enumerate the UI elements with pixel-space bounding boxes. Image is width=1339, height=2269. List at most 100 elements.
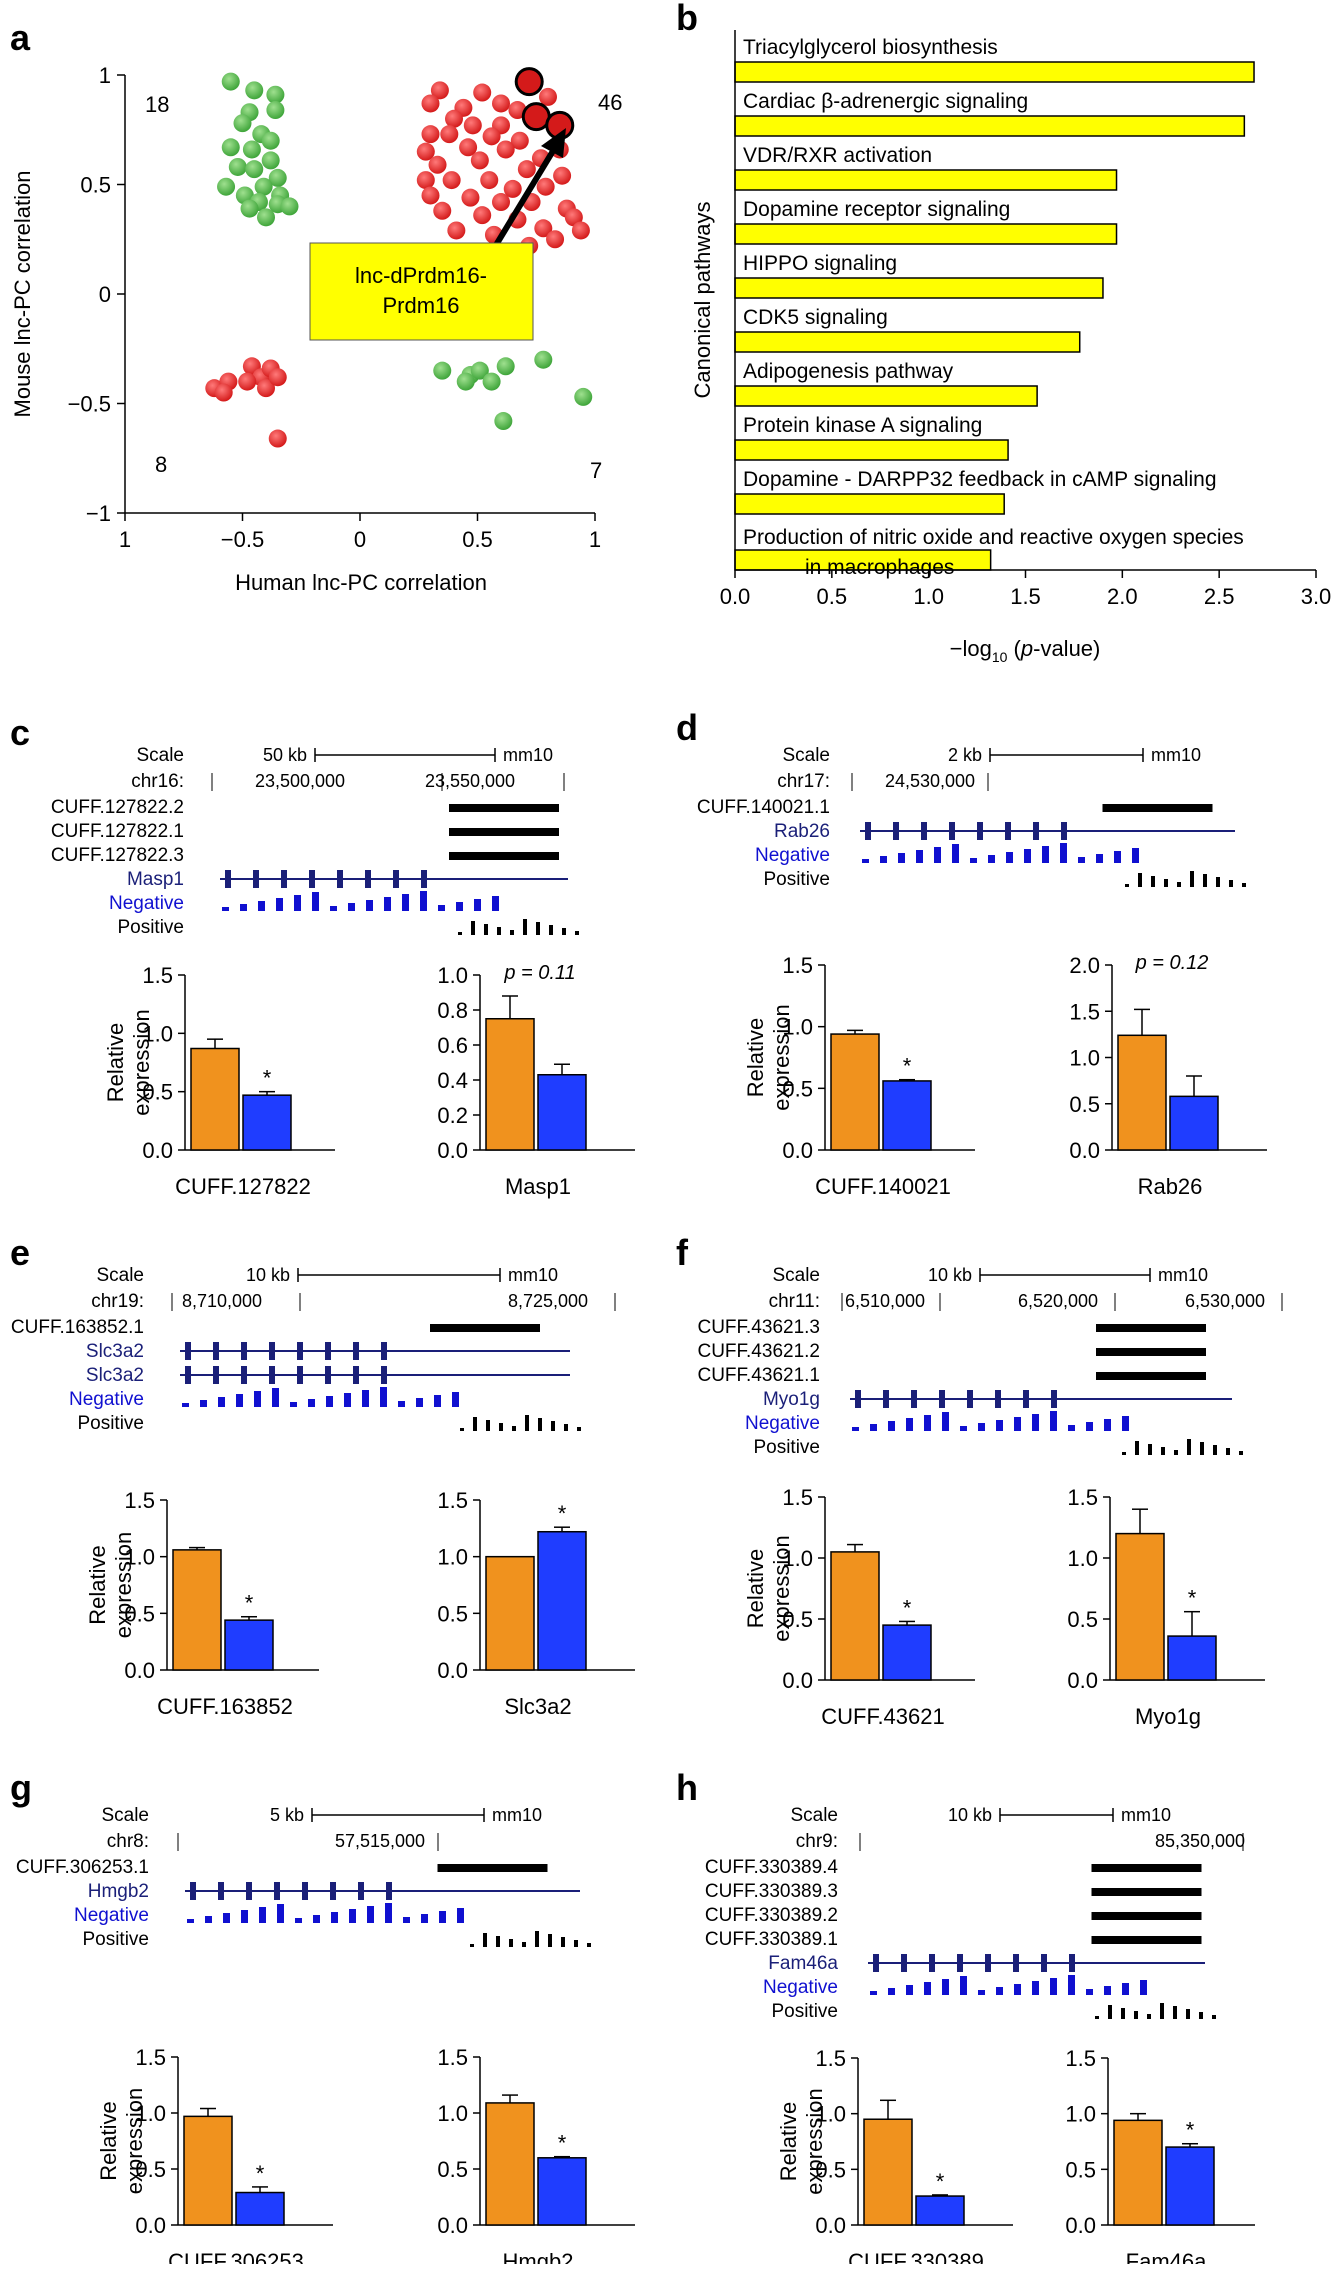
red-point <box>238 372 257 391</box>
bar-gene-label: CUFF.163852 <box>157 1694 293 1719</box>
panel-e-negative-signal <box>452 1392 459 1407</box>
panel-f-negative-signal <box>852 1427 859 1431</box>
panel-g-positive-signal <box>483 1933 487 1947</box>
bar-y-tick-label: 0.5 <box>1065 2157 1096 2182</box>
panel-c-chart-1: 0.0 0.5 1.0 1.5 * CUFF.127822 Relative expressi… <box>103 963 335 1199</box>
panel-d-positive-label: Positive <box>763 869 830 890</box>
b-x-tick-label: 2.5 <box>1204 584 1235 609</box>
panel-e-negative-signal <box>344 1393 351 1407</box>
panel-h-positive-signal <box>1095 2016 1099 2019</box>
panel-c-chrom: chr16: <box>131 771 184 792</box>
bar-ylabel-line2: expression <box>802 2088 827 2194</box>
panel-d-positive-signal <box>1125 884 1129 887</box>
panel-e-negative-signal <box>434 1395 441 1407</box>
panel-f-scale-value: 10 kb <box>928 1265 972 1285</box>
bar-control <box>1113 2119 1163 2226</box>
a-y-tick-label: 0.5 <box>80 173 111 198</box>
red-point <box>503 179 522 198</box>
bar-knockdown <box>242 1094 292 1151</box>
green-point <box>574 387 593 406</box>
panel-e: Scale 10 kb mm10 chr19: 8,710,000 8,725,000 CU… <box>11 1265 635 1719</box>
panel-h-coord: 85,350,000 <box>1155 1831 1245 1851</box>
panel-e-positive-signal <box>577 1427 581 1431</box>
b-x-tick-label: 0.5 <box>817 584 848 609</box>
panel-g-positive-label: Positive <box>82 1929 149 1950</box>
panel-g-exon <box>246 1882 252 1900</box>
bar-y-tick-label: 0.0 <box>1069 1138 1100 1163</box>
panel-g-positive-signal <box>587 1943 591 1947</box>
panel-d-exon <box>1033 822 1039 840</box>
panel-c-negative-signal <box>312 892 319 911</box>
panel-d-track-label: CUFF.140021.1 <box>697 797 830 818</box>
bar-ylabel-line1: Relative <box>85 1545 110 1624</box>
panel-f-transcript <box>1096 1324 1206 1332</box>
green-point <box>433 361 452 380</box>
panel-g-negative-label: Negative <box>74 1905 149 1926</box>
red-point <box>440 125 459 144</box>
bar-y-tick-label: 0.5 <box>142 1080 173 1105</box>
bar-pvalue: p = 0.11 <box>503 962 575 984</box>
b-x-label-italic: p <box>1020 636 1033 661</box>
panel-f-negative-signal <box>888 1421 895 1431</box>
panel-c-negative-signal <box>438 905 445 911</box>
b-category-label: Dopamine - DARPP32 feedback in cAMP sign… <box>743 468 1217 491</box>
a-x-tick-label: 0.5 <box>462 527 493 552</box>
panel-c-scale-value: 50 kb <box>263 745 307 765</box>
b-bar <box>734 277 1104 299</box>
bar-significance: * <box>1188 1586 1197 1611</box>
panel-f-negative-signal <box>1014 1417 1021 1431</box>
bar-knockdown <box>1167 1635 1217 1681</box>
panel-h-exon <box>929 1954 935 1972</box>
panel-g-exon <box>302 1882 308 1900</box>
panel-c-transcript <box>449 828 559 836</box>
panel-c-positive-signal <box>497 927 501 935</box>
panel-e-positive-signal <box>499 1423 503 1431</box>
bar-knockdown <box>915 2195 965 2226</box>
bar-knockdown <box>224 1619 274 1671</box>
b-x-tick-label: 0.0 <box>720 584 751 609</box>
bar-significance: * <box>1186 2118 1195 2143</box>
bar-y-tick-label: 0.0 <box>1067 1668 1098 1693</box>
bar-y-tick-label: 1.5 <box>1067 1485 1098 1510</box>
bar-y-tick-label: 1.5 <box>135 2045 166 2070</box>
panel-e-negative-signal <box>272 1388 279 1407</box>
panel-e-positive-signal <box>473 1417 477 1431</box>
bar-control <box>1115 1532 1165 1681</box>
panel-e-positive-signal <box>512 1426 516 1431</box>
panel-f-negative-signal <box>942 1412 949 1431</box>
red-point <box>445 109 463 128</box>
panel-g-negative-signal <box>421 1914 428 1923</box>
bar-ylabel-line1: Relative <box>776 2102 801 2181</box>
panel-g-exon <box>330 1882 336 1900</box>
panel-c-exon <box>421 870 427 888</box>
panel-d-negative-signal <box>1132 848 1139 863</box>
bar-knockdown <box>1165 2146 1215 2226</box>
panel-h-transcript <box>1091 1888 1202 1896</box>
green-point <box>257 208 275 227</box>
bar-control <box>485 2102 535 2226</box>
panel-g-negative-signal <box>241 1910 248 1923</box>
green-point <box>233 114 252 133</box>
panel-h-transcript <box>1091 1864 1202 1872</box>
panel-c-positive-signal <box>562 928 566 935</box>
panel-e-positive-label: Positive <box>77 1413 144 1434</box>
panel-c-transcript <box>449 852 559 860</box>
red-point <box>268 368 287 387</box>
panel-e-exon <box>297 1342 303 1360</box>
bar-significance: * <box>903 1054 912 1079</box>
panel-e-exon <box>269 1342 275 1360</box>
panel-g-transcript <box>437 1864 548 1872</box>
bar-y-tick-label: 1.0 <box>782 1015 813 1040</box>
panel-g-assembly: mm10 <box>492 1805 542 1825</box>
b-x-label-pre: −log <box>950 636 992 661</box>
panel-h-chart-2: 0.0 0.5 1.0 1.5 * Fam46a <box>1065 2046 1255 2269</box>
b-x-tick-label: 1.0 <box>913 584 944 609</box>
bar-significance: * <box>903 1595 912 1620</box>
panel-g-negative-signal <box>259 1907 266 1923</box>
panel-f-positive-signal <box>1226 1448 1230 1455</box>
panel-c-exon <box>393 870 399 888</box>
green-point <box>266 101 285 120</box>
panel-f-negative-signal <box>870 1424 877 1431</box>
red-point <box>564 208 583 227</box>
panel-d-negative-signal <box>988 855 995 863</box>
